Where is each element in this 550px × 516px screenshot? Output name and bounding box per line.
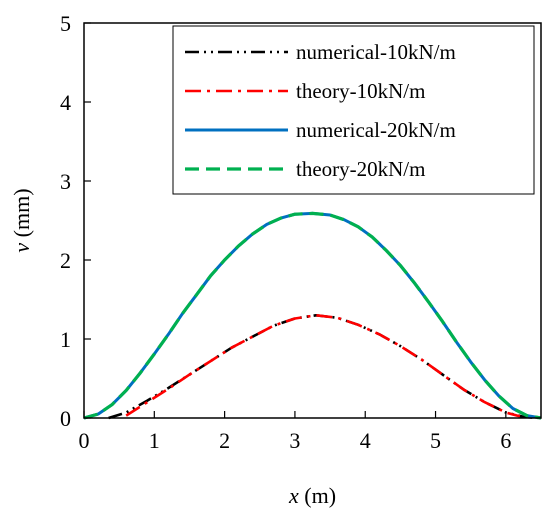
x-axis-variable: x bbox=[288, 483, 299, 508]
legend-box bbox=[172, 25, 535, 195]
x-tick-label: 2 bbox=[219, 428, 230, 453]
y-tick-label: 0 bbox=[60, 406, 71, 431]
legend-label: theory-20kN/m bbox=[296, 157, 425, 181]
y-axis-variable: v bbox=[9, 243, 34, 253]
x-tick-label: 6 bbox=[500, 428, 511, 453]
y-axis-label: v (mm) bbox=[9, 188, 34, 252]
x-axis-label: x (m) bbox=[288, 483, 336, 508]
legend: numerical-10kN/m theory-10kN/m numerical-2… bbox=[172, 25, 535, 195]
series-line-3 bbox=[83, 211, 542, 420]
y-tick-label: 1 bbox=[60, 327, 71, 352]
legend-label: numerical-20kN/m bbox=[296, 118, 456, 142]
y-axis-ticks: 0 1 2 3 4 5 bbox=[60, 11, 91, 431]
x-axis-unit: (m) bbox=[299, 483, 336, 508]
plot-area-frame bbox=[83, 22, 542, 419]
legend-label: theory-10kN/m bbox=[296, 79, 425, 103]
x-tick-label: 3 bbox=[289, 428, 300, 453]
y-tick-label: 3 bbox=[60, 169, 71, 194]
y-tick-label: 4 bbox=[60, 90, 71, 115]
series-line-4 bbox=[83, 211, 542, 420]
y-tick-label: 5 bbox=[60, 11, 71, 36]
x-axis-ticks: 0 1 2 3 4 5 6 bbox=[79, 411, 511, 453]
x-tick-label: 1 bbox=[149, 428, 160, 453]
x-tick-label: 4 bbox=[360, 428, 371, 453]
legend-label: numerical-10kN/m bbox=[296, 40, 456, 64]
series-line-2 bbox=[125, 314, 521, 418]
x-tick-label: 5 bbox=[430, 428, 441, 453]
y-axis-unit: (mm) bbox=[9, 188, 34, 242]
y-tick-label: 2 bbox=[60, 248, 71, 273]
series-layer bbox=[83, 211, 542, 420]
x-tick-label: 0 bbox=[79, 428, 90, 453]
